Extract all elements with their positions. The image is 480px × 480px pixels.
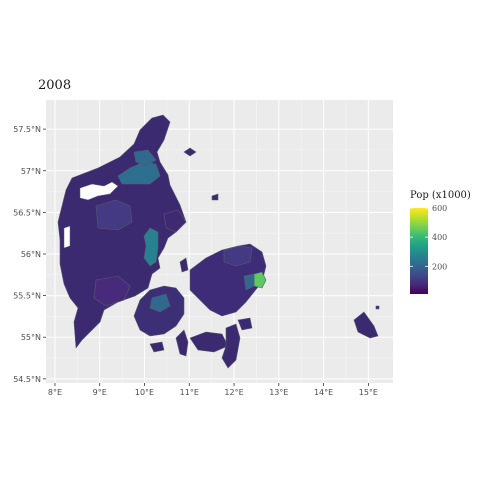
y-tick-label: 55°N <box>21 333 41 342</box>
bornholm-island <box>353 311 379 339</box>
vendsyssel-north-region <box>133 149 157 167</box>
legend-tick-label: 400 <box>432 233 447 242</box>
anholt-island <box>211 193 219 201</box>
odense-region <box>149 293 171 313</box>
map-title: 2008 <box>38 78 72 93</box>
djursland-region <box>163 209 187 233</box>
limfjord-water <box>79 181 119 201</box>
aero-island <box>149 341 165 353</box>
y-tick-label: 56.5°N <box>13 208 41 217</box>
langeland-island <box>175 329 189 357</box>
x-tick-label: 8°E <box>48 388 62 397</box>
y-tick-label: 56°N <box>21 250 41 259</box>
legend-title: Pop (x1000) <box>410 190 471 201</box>
y-tick-label: 57°N <box>21 167 41 176</box>
legend-tick-label: 200 <box>432 262 447 271</box>
aarhus-region <box>143 227 159 267</box>
samso-island <box>179 257 189 273</box>
x-tick-label: 10°E <box>135 388 154 397</box>
y-tick-label: 54.5°N <box>13 375 41 384</box>
north-zealand-district <box>223 245 253 267</box>
legend-tick-label: 600 <box>432 204 447 213</box>
southjutland-district <box>93 275 131 307</box>
x-tick-label: 9°E <box>93 388 107 397</box>
x-tick-label: 15°E <box>359 388 378 397</box>
legend-colorbar <box>410 208 428 294</box>
christianso-island <box>375 305 380 310</box>
ringkobing-fjord <box>63 225 71 249</box>
x-tick-label: 11°E <box>180 388 199 397</box>
mon-island <box>237 317 253 331</box>
y-tick-label: 57.5°N <box>13 125 41 134</box>
vendsyssel-aalborg-region <box>117 161 161 185</box>
laeso-island <box>183 147 197 157</box>
falster-island <box>221 323 241 369</box>
y-tick-label: 55.5°N <box>13 292 41 301</box>
x-tick-label: 12°E <box>224 388 243 397</box>
copenhagen-suburbs <box>243 273 255 291</box>
midjutland-district <box>95 199 133 231</box>
x-tick-label: 13°E <box>269 388 288 397</box>
x-tick-label: 14°E <box>314 388 333 397</box>
